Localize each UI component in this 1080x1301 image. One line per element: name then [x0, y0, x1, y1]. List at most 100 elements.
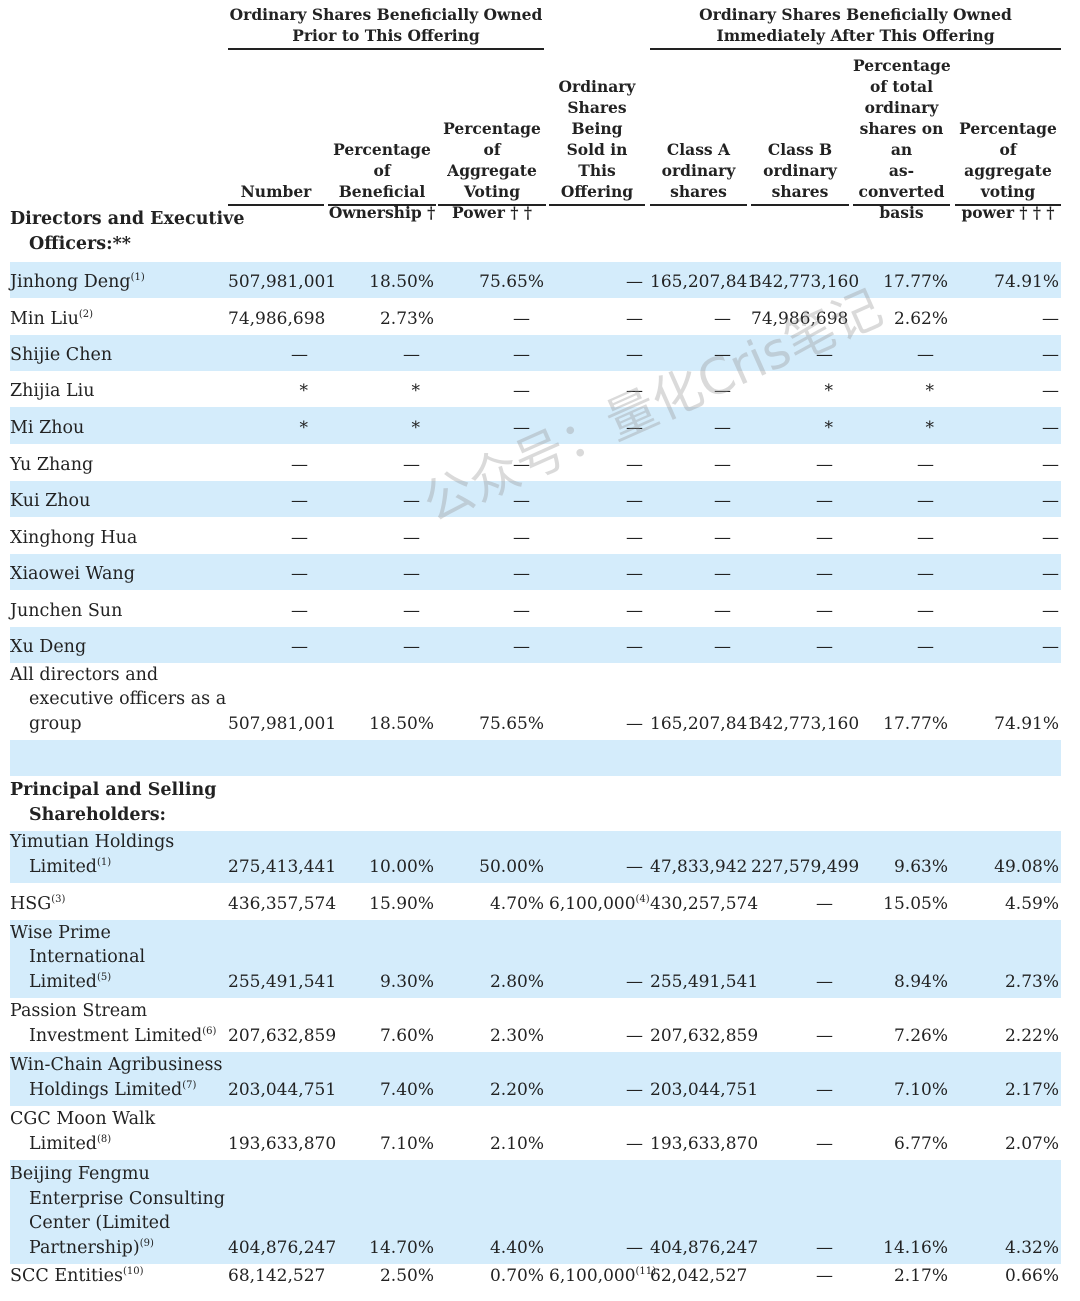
row-value-text: 15.05% [883, 894, 948, 914]
column-header-5-line: shares [670, 182, 727, 201]
group-header-prior: Ordinary Shares Beneficially Owned Prior… [228, 4, 544, 46]
row-value-col4: — [549, 416, 643, 440]
column-header-7-line: shares on an [859, 119, 944, 159]
row-value-text: 207,632,859 [650, 1026, 759, 1046]
footnote-marker: (11) [635, 1266, 657, 1277]
row-value-col3: 2.30% [438, 1024, 544, 1048]
row-value-col8: — [955, 489, 1059, 513]
footnote-marker: (4) [635, 894, 650, 905]
row-value-col6: — [751, 1024, 833, 1048]
table-row: Mi Zhou * * — — — * * — [10, 407, 1061, 444]
row-label: Min Liu(2) [10, 307, 93, 332]
row-value-text: — [291, 528, 308, 548]
row-value-col4: — [549, 307, 643, 331]
row-value-col5: — [650, 599, 731, 623]
column-header-7-line: converted [858, 182, 945, 201]
row-value-text: — [513, 455, 530, 475]
row-value-col8: — [955, 562, 1059, 586]
footnote-marker: (1) [130, 271, 145, 283]
row-value-col8: — [955, 599, 1059, 623]
row-value-col8: — [955, 307, 1059, 331]
row-value-text: — [626, 345, 643, 365]
row-value-col4: — [549, 635, 643, 659]
row-value-col6: — [751, 599, 833, 623]
row-value-col3: — [438, 343, 530, 367]
row-value-col7: — [853, 635, 934, 659]
column-header-7: Percentage of total ordinary shares on an as… [853, 55, 951, 223]
row-value-text: 50.00% [479, 857, 544, 877]
row-value-col6: 74,986,698 [751, 307, 848, 331]
row-value-text: — [1042, 381, 1059, 401]
row-value-text: — [626, 972, 643, 992]
row-value-text: 14.70% [369, 1238, 434, 1258]
row-value-col3: — [438, 562, 530, 586]
row-value-col7: * [853, 416, 935, 440]
row-value-col5: — [650, 343, 731, 367]
row-label-text: Mi Zhou [10, 417, 85, 438]
section-principal-line1: Principal and Selling [10, 780, 217, 800]
row-value-col8: — [955, 453, 1059, 477]
row-value-text: 7.40% [379, 1080, 434, 1100]
row-value-col3: 75.65% [438, 712, 544, 736]
table-row: Jinhong Deng(1) 507,981,001 18.50% 75.65% — 1… [10, 262, 1061, 298]
row-label-line: Mi Zhou [10, 416, 84, 441]
row-value-text: — [816, 1266, 833, 1286]
table-row: Xinghong Hua — — — — — — — — [10, 517, 1061, 554]
row-value-text: 2.17% [1004, 1080, 1059, 1100]
row-value-col7: 17.77% [853, 270, 948, 294]
row-value-col5: — [650, 635, 731, 659]
column-header-3-line: Aggregate [447, 161, 537, 180]
row-value-text: 4.40% [489, 1238, 544, 1258]
row-value-col8: 2.73% [955, 970, 1059, 994]
column-header-8-line: aggregate [964, 161, 1052, 180]
row-value-text: — [403, 345, 420, 365]
column-header-3-line: Voting [463, 182, 521, 201]
row-value-text: — [291, 491, 308, 511]
row-label-text: Yu Zhang [10, 454, 94, 475]
row-label-text: Limited [29, 971, 98, 992]
row-value-text: — [626, 418, 643, 438]
row-label-text: Jinhong Deng [10, 271, 131, 292]
column-header-2: Percentage of Beneficial Ownership † [328, 139, 436, 223]
row-label-text: International [29, 947, 146, 967]
row-value-text: 7.10% [379, 1134, 434, 1154]
column-header-3: Percentage of Aggregate Voting Power † † [438, 118, 546, 223]
row-value-text: 74.91% [994, 714, 1059, 734]
row-label-text: Partnership) [29, 1237, 140, 1258]
row-label-text: Center (Limited [29, 1213, 171, 1233]
footnote-marker: (8) [97, 1133, 112, 1145]
row-value-text: — [626, 491, 643, 511]
row-value-text: — [513, 564, 530, 584]
row-label-line: Xu Deng [10, 635, 86, 660]
row-value-col3: — [438, 635, 530, 659]
row-value-text: 0.70% [489, 1266, 544, 1286]
row-label-line: Jinhong Deng(1) [10, 270, 145, 295]
row-label-text: Passion Stream [10, 1001, 148, 1021]
row-value-text: 2.17% [893, 1266, 948, 1286]
row-value-col4: — [549, 453, 643, 477]
row-value-text: — [626, 455, 643, 475]
row-value-text: — [1042, 564, 1059, 584]
footnote-marker: (6) [202, 1025, 217, 1037]
row-value-text: 2.80% [489, 972, 544, 992]
column-header-6-line: ordinary [763, 161, 837, 180]
row-value-col7: 2.17% [853, 1264, 948, 1288]
row-value-text: — [816, 1134, 833, 1154]
row-value-text: — [816, 455, 833, 475]
row-value-text: 8.94% [893, 972, 948, 992]
row-value-text: — [816, 564, 833, 584]
row-value-text: 203,044,751 [650, 1080, 759, 1100]
row-value-col2: 2.50% [328, 1264, 434, 1288]
footnote-marker: (5) [97, 971, 112, 983]
row-value-text: — [1042, 345, 1059, 365]
row-value-text: 18.50% [369, 714, 434, 734]
column-header-6-line: Class B [767, 140, 833, 159]
row-label-line: Yu Zhang [10, 453, 93, 478]
row-value-text: — [816, 1238, 833, 1258]
footnote-marker: (7) [182, 1079, 197, 1091]
row-value-text: — [816, 972, 833, 992]
row-value-col4: — [549, 1078, 643, 1102]
row-value-col4: 6,100,000(11) [549, 1264, 656, 1288]
row-value-col6: 227,579,499 [751, 855, 859, 879]
group-header-after-line2: Immediately After This Offering [716, 26, 995, 45]
